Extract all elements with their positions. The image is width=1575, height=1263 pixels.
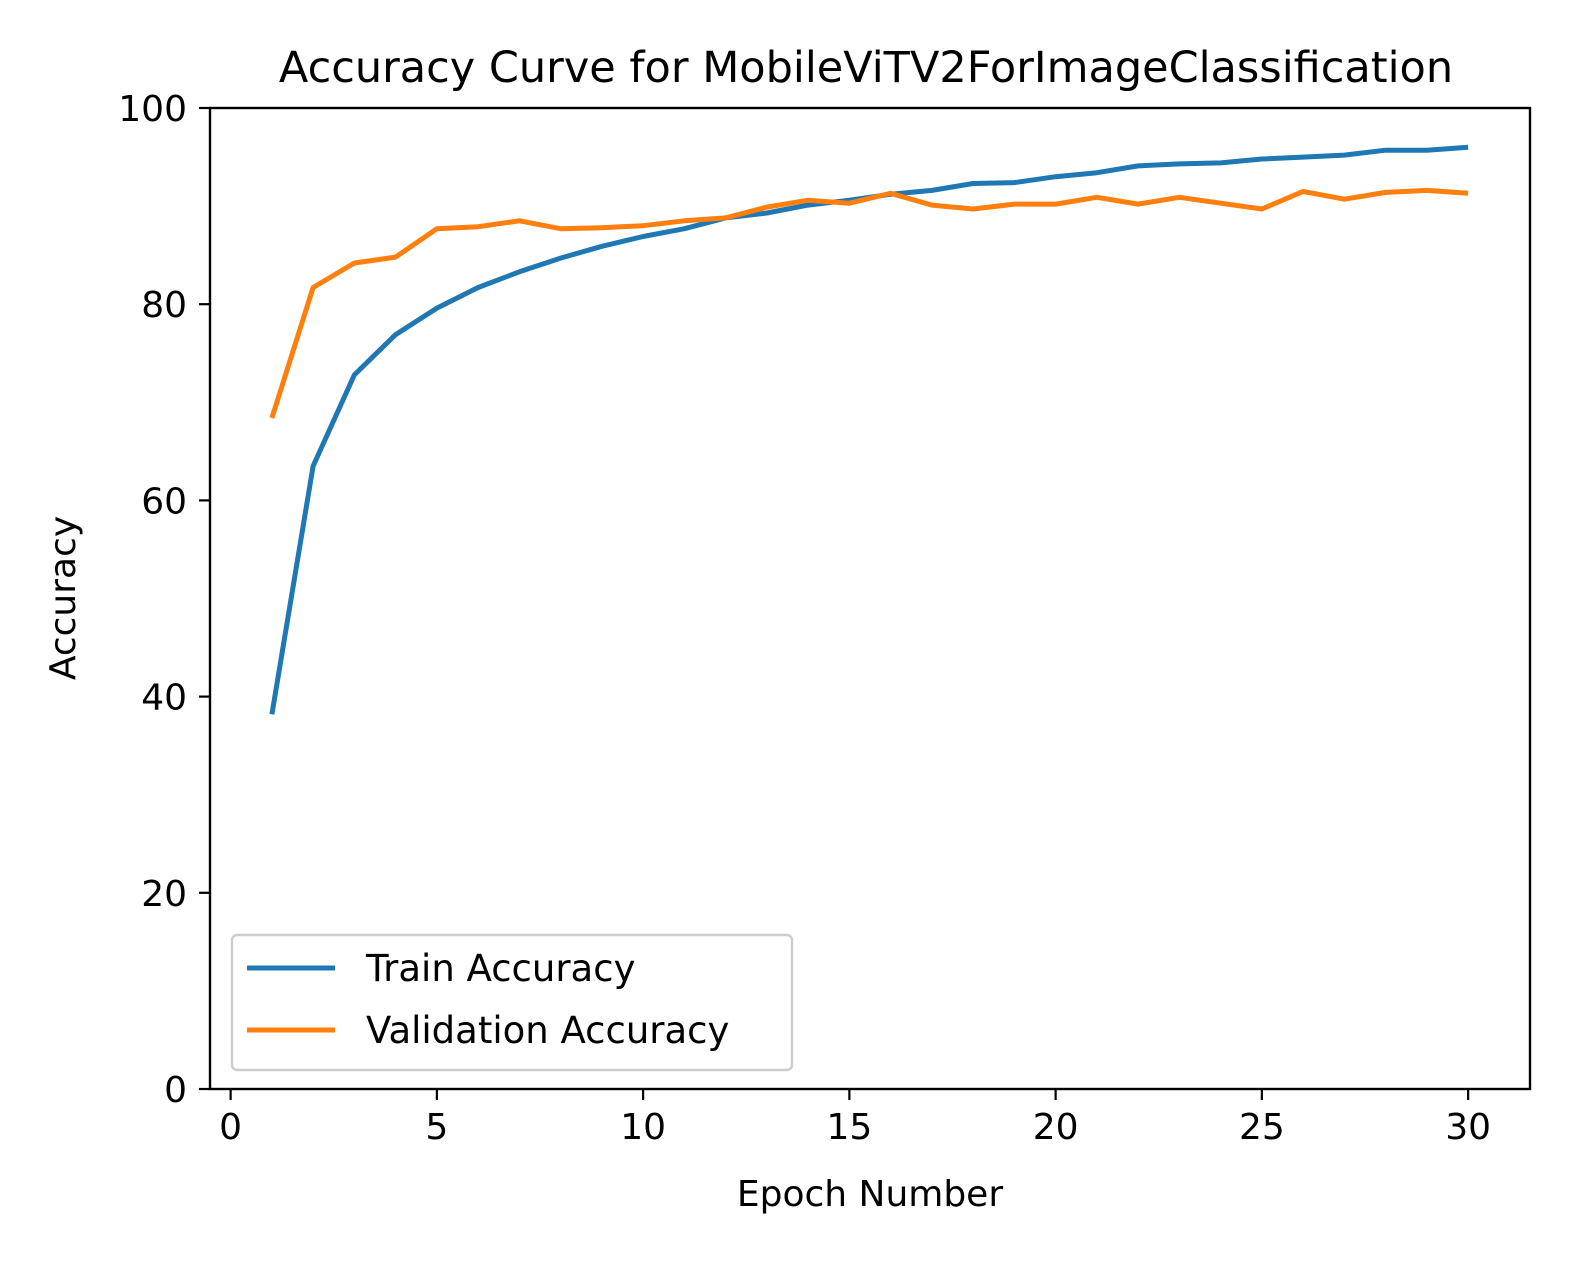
legend: Train Accuracy Validation Accuracy (230, 933, 794, 1072)
series-line-validation (269, 187, 1469, 419)
y-axis: 0 20 40 60 80 100 (118, 89, 210, 1111)
x-tick-label: 10 (620, 1107, 666, 1148)
y-tick-label: 100 (118, 89, 187, 130)
x-axis: 0 5 10 15 20 25 30 (219, 1089, 1491, 1148)
y-tick-label: 0 (164, 1070, 187, 1111)
y-tick-label: 40 (141, 678, 187, 719)
x-tick-label: 0 (219, 1107, 242, 1148)
y-tick-label: 80 (141, 285, 187, 326)
x-tick-label: 5 (425, 1107, 448, 1148)
x-tick-label: 20 (1033, 1107, 1079, 1148)
x-axis-label: Epoch Number (737, 1174, 1003, 1215)
axes-frame (208, 106, 1532, 1091)
legend-label-validation: Validation Accuracy (366, 1009, 729, 1052)
x-tick-label: 25 (1239, 1107, 1285, 1148)
x-tick-label: 15 (826, 1107, 872, 1148)
y-tick-label: 60 (141, 481, 187, 522)
legend-box (230, 933, 794, 1072)
series-line-train (269, 144, 1469, 715)
legend-label-train: Train Accuracy (365, 947, 635, 990)
x-tick-label: 30 (1445, 1107, 1491, 1148)
chart-title: Accuracy Curve for MobileViTV2ForImageCl… (279, 43, 1453, 93)
plot-area (269, 144, 1469, 715)
y-tick-label: 20 (141, 874, 187, 915)
y-axis-label: Accuracy (43, 516, 84, 680)
